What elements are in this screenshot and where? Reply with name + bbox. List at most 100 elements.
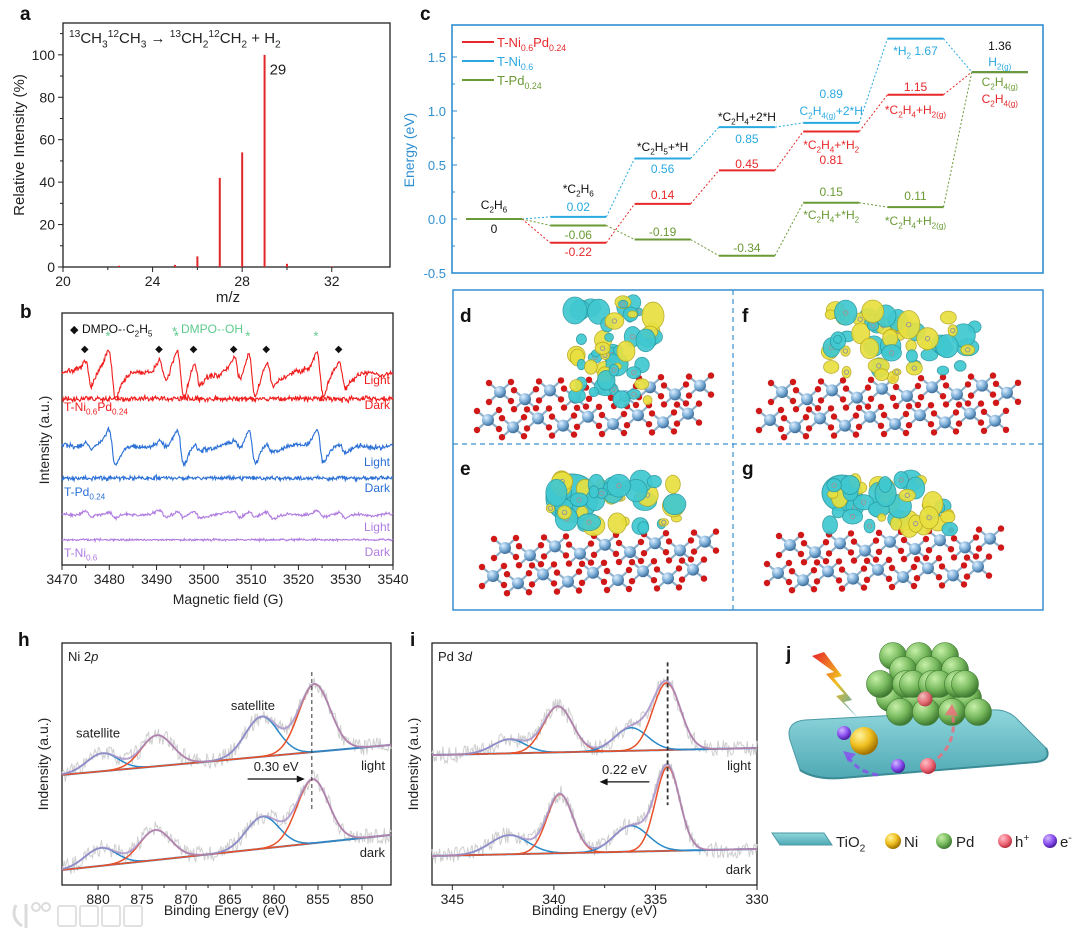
energy-annotation: 1.36 (988, 39, 1012, 53)
titanium-atom (519, 393, 531, 406)
oxygen-atom (850, 557, 858, 564)
oxygen-atom (830, 432, 838, 439)
oxygen-atom (678, 576, 686, 583)
adatom (547, 505, 554, 511)
charge-density-blob (618, 299, 629, 309)
oxygen-atom (548, 432, 556, 439)
oxygen-atom (598, 430, 606, 438)
panel-label-i: i (410, 630, 415, 651)
charge-density-blob (597, 370, 616, 391)
oxygen-atom (648, 429, 656, 436)
oxygen-atom (864, 384, 872, 391)
oxygen-atom (520, 414, 528, 421)
watermark-glyph (123, 905, 143, 927)
energy-annotation: C2H6 (481, 198, 508, 215)
oxygen-atom (800, 559, 808, 566)
titanium-atom (959, 541, 971, 554)
charge-density-blob (919, 506, 940, 530)
oxygen-atom (755, 426, 763, 434)
oxygen-atom (682, 381, 690, 388)
panel-label-d: d (460, 306, 472, 327)
oxygen-atom (839, 377, 847, 384)
titanium-atom (876, 382, 888, 395)
oxygen-atom (662, 530, 670, 537)
y-axis-label: Intensity (a.u.) (36, 396, 52, 485)
adatom (965, 347, 971, 353)
watermark-logo (12, 902, 143, 928)
oxygen-atom (657, 374, 665, 381)
oxygen-atom (612, 550, 620, 557)
oxygen-atom (927, 421, 935, 428)
oxygen-atom (888, 583, 896, 591)
titanium-atom (797, 574, 809, 587)
oxygen-atom (867, 395, 875, 402)
oxygen-atom (917, 375, 925, 382)
oxygen-atom (950, 535, 958, 542)
oxygen-atom (810, 586, 818, 593)
oxygen-atom (628, 559, 636, 566)
y-tick-label: 1.5 (428, 50, 446, 65)
oxygen-atom (673, 401, 681, 408)
oxygen-atom (855, 404, 863, 411)
oxygen-atom (755, 407, 763, 415)
charge-density-blob (576, 513, 602, 531)
connector-0 (690, 170, 720, 205)
adatom (611, 367, 617, 373)
oxygen-atom (925, 547, 933, 554)
oxygen-atom (842, 404, 850, 411)
oxygen-atom (930, 429, 938, 436)
oxygen-atom (525, 570, 533, 577)
energy-annotation: 1.15 (904, 80, 928, 94)
adatom (894, 369, 900, 375)
x-tick-label: 875 (130, 891, 154, 907)
charge-density-blob (840, 345, 851, 357)
x-tick-label: 3470 (46, 571, 77, 587)
charge-density-blob (874, 368, 889, 381)
x-tick-label: 3520 (283, 571, 314, 587)
charge-density-blob (612, 390, 631, 409)
light-label: light (727, 758, 751, 773)
panel-label-j: j (785, 644, 791, 665)
y-tick-label: -0.5 (424, 266, 446, 281)
adatom (576, 497, 582, 503)
oxygen-atom (863, 557, 871, 564)
trace-dark-0 (61, 393, 394, 404)
oxygen-atom (939, 393, 947, 400)
oxygen-atom (788, 587, 796, 594)
oxygen-atom (847, 530, 855, 537)
tio2-slab-g (763, 525, 1005, 594)
oxygen-atom (665, 557, 673, 564)
fit-component-main (431, 766, 758, 857)
pd-atom (964, 698, 992, 726)
titanium-atom (801, 393, 813, 406)
titanium-atom (494, 386, 506, 398)
adatom (586, 519, 592, 525)
y-tick-label: 0.0 (428, 212, 446, 227)
oxygen-atom (685, 392, 693, 399)
x-tick-label: 330 (745, 891, 769, 907)
charge-density-blob (822, 515, 838, 535)
oxygen-atom (942, 382, 950, 389)
energy-annotation: -0.34 (733, 241, 761, 255)
oxygen-atom (573, 404, 581, 411)
oxygen-atom (900, 555, 908, 563)
trace-light-0 (61, 349, 394, 400)
charge-density-blob (594, 341, 611, 355)
oxygen-atom (964, 381, 972, 388)
oxygen-atom (507, 378, 515, 386)
charge-density-blob (616, 340, 636, 362)
charge-density-blob (863, 518, 876, 534)
tio2-slab-f (755, 372, 1022, 441)
oxygen-atom (767, 398, 775, 406)
titanium-atom (914, 409, 926, 422)
oxygen-atom (810, 567, 818, 574)
titanium-atom (587, 566, 599, 579)
oxygen-atom (575, 587, 583, 594)
oxygen-atom (490, 554, 498, 562)
oxygen-atom (553, 569, 561, 576)
titanium-atom (657, 416, 669, 429)
oxygen-atom (972, 534, 980, 541)
titanium-atom (859, 544, 871, 557)
oxygen-atom (885, 575, 893, 582)
